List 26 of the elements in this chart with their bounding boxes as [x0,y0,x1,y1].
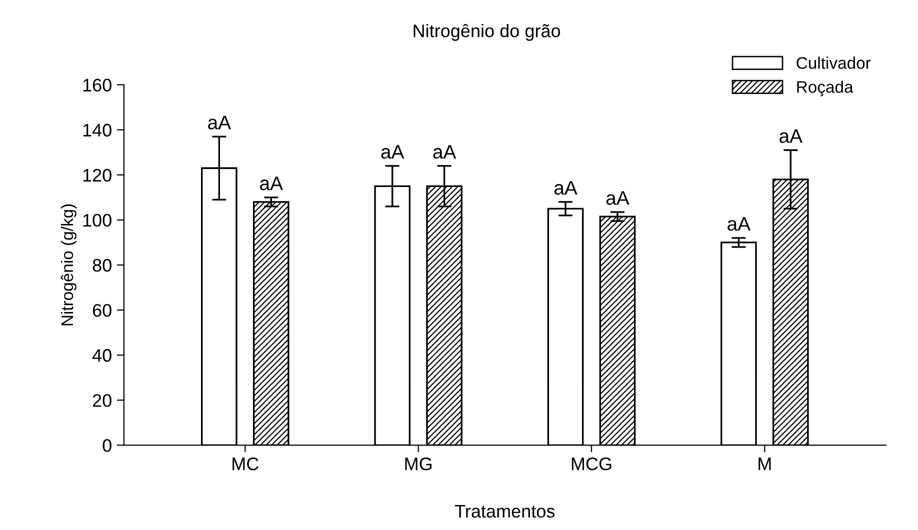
data-label: aA [554,181,578,195]
y-tick-label: 40 [92,349,112,362]
y-tick-label: 20 [92,394,112,407]
y-tick-label: 0 [102,439,112,452]
chart-title: Nitrogênio do grão [414,24,560,41]
y-tick-label: 120 [83,168,112,182]
data-label: aA [728,217,751,231]
x-tick-label: MCG [572,457,612,470]
x-tick-label: MC [232,457,258,470]
y-tick-label: 60 [92,304,112,317]
y-axis-title: Nitrogênio (g/kg) [60,204,76,326]
x-tick-label: MG [405,457,432,470]
legend-label: Roçada [797,80,854,96]
data-label: aA [606,191,630,205]
data-label: aA [780,129,802,143]
x-axis-title: Tratamentos [454,505,555,518]
data-label: aA [260,176,283,190]
x-tick-label: M [758,458,771,470]
y-tick-label: 80 [92,258,112,272]
data-label: aA [208,116,232,130]
data-label: aA [381,145,404,159]
y-tick-label: 140 [83,124,112,137]
y-tick-label: 100 [83,214,112,227]
y-tick-label: 160 [83,78,112,92]
legend-label: Cultivador [796,56,871,69]
data-label: aA [433,145,456,159]
